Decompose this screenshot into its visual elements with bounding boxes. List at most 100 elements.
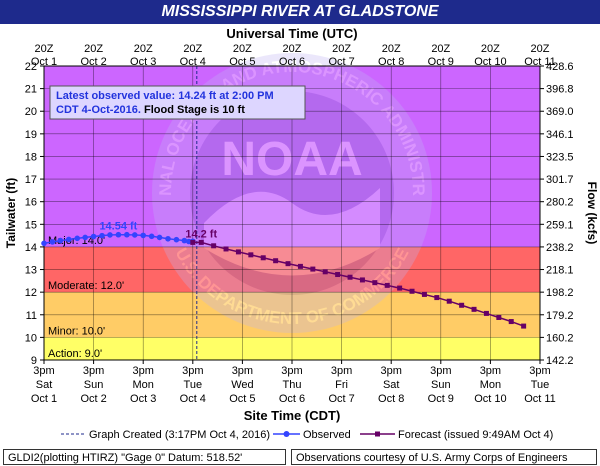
forecast-point <box>434 295 440 301</box>
bottom-tick-time: 3pm <box>430 365 451 377</box>
ytick-label: 12 <box>25 287 37 299</box>
observed-point <box>90 233 97 240</box>
top-tick-time: 20Z <box>332 43 351 55</box>
ytick-label: 13 <box>25 265 37 277</box>
top-tick-time: 20Z <box>531 43 550 55</box>
forecast-point <box>521 323 527 329</box>
y2tick-label: 396.8 <box>546 84 574 96</box>
forecast-point <box>384 282 390 288</box>
observed-point <box>66 236 72 243</box>
y2tick-label: 160.2 <box>546 332 574 344</box>
forecast-point <box>297 263 303 269</box>
top-tick-date: Oct 5 <box>229 56 255 68</box>
observed-point <box>41 240 47 247</box>
bottom-tick-date: Oct 8 <box>378 393 404 405</box>
top-tick-time: 20Z <box>233 43 252 55</box>
bottom-tick-time: 3pm <box>132 365 153 377</box>
ytick-label: 18 <box>25 151 37 163</box>
bottom-tick-day: Mon <box>132 379 153 391</box>
ytick-label: 16 <box>25 197 37 209</box>
bottom-tick-date: Oct 9 <box>428 393 454 405</box>
stage-label-2: Moderate: 12.0' <box>48 280 124 292</box>
bottom-tick-date: Oct 10 <box>474 393 506 405</box>
observations-credit: Observations courtesy of U.S. Army Corps… <box>291 449 597 465</box>
forecast-point <box>409 288 415 294</box>
ytick-label: 11 <box>26 310 37 322</box>
observed-point <box>82 234 88 241</box>
bottom-tick-day: Thu <box>283 379 302 391</box>
y2tick-label: 218.1 <box>546 265 574 277</box>
forecast-point <box>372 280 378 286</box>
top-tick-date: Oct 1 <box>31 56 57 68</box>
y-axis-title: Tailwater (ft) <box>4 178 18 248</box>
bottom-tick-day: Fri <box>335 379 348 391</box>
ytick-label: 21 <box>25 84 37 96</box>
observed-point <box>148 233 155 240</box>
forecast-point <box>211 243 217 249</box>
forecast-point <box>190 239 196 245</box>
top-tick-date: Oct 10 <box>474 56 506 68</box>
observed-point <box>124 231 130 238</box>
legend-forecast-label: Forecast (issued 9:49AM Oct 4) <box>398 429 553 441</box>
y2tick-label: 238.2 <box>546 242 574 254</box>
ytick-label: 19 <box>25 129 37 141</box>
observed-point <box>49 239 56 245</box>
bottom-tick-time: 3pm <box>331 365 352 377</box>
forecast-point <box>459 302 465 308</box>
latest-value-line1: Latest observed value: 14.24 ft at 2:00 … <box>56 90 274 102</box>
y2-axis-title: Flow (kcfs) <box>585 182 599 245</box>
gage-datum-info: GLDI2(plotting HTIRZ) "Gage 0" Datum: 51… <box>3 449 286 465</box>
legend-created-label: Graph Created (3:17PM Oct 4, 2016) <box>89 429 270 441</box>
stage-label-0: Action: 9.0' <box>48 348 102 360</box>
forecast-point <box>359 277 365 283</box>
forecast-point <box>285 261 291 267</box>
top-tick-date: Oct 11 <box>524 56 556 68</box>
y2tick-label: 280.2 <box>546 197 574 209</box>
bottom-tick-date: Oct 5 <box>229 393 255 405</box>
observed-point <box>107 232 113 238</box>
x-axis-title: Site Time (CDT) <box>244 408 341 423</box>
title-bar: MISSISSIPPI RIVER AT GLADSTONE <box>0 0 600 24</box>
observed-point <box>181 237 188 244</box>
top-tick-date: Oct 9 <box>428 56 454 68</box>
bottom-tick-date: Oct 6 <box>279 393 305 405</box>
bottom-tick-time: 3pm <box>33 365 54 377</box>
bottom-tick-time: 3pm <box>529 365 550 377</box>
y2tick-label: 323.5 <box>546 151 574 163</box>
bottom-tick-time: 3pm <box>83 365 104 377</box>
chart-title: MISSISSIPPI RIVER AT GLADSTONE <box>161 3 439 20</box>
observed-point <box>131 232 138 238</box>
top-tick-date: Oct 2 <box>80 56 106 68</box>
y2tick-label: 301.7 <box>546 174 574 186</box>
bottom-tick-time: 3pm <box>232 365 253 377</box>
bottom-tick-date: Oct 1 <box>31 393 57 405</box>
forecast-point <box>310 266 316 272</box>
forecast-point <box>421 291 427 297</box>
bottom-tick-day: Sat <box>36 379 53 391</box>
bottom-tick-time: 3pm <box>182 365 203 377</box>
forecast-point <box>471 306 477 312</box>
forecast-point <box>397 285 403 291</box>
ytick-label: 20 <box>25 106 37 118</box>
y2tick-label: 259.1 <box>546 219 574 231</box>
y2tick-label: 142.2 <box>546 355 574 367</box>
ytick-label: 17 <box>25 174 37 186</box>
forecast-point <box>223 246 229 252</box>
top-tick-date: Oct 7 <box>328 56 354 68</box>
observed-point <box>156 234 163 241</box>
observed-point <box>57 237 64 244</box>
y2tick-label: 179.2 <box>546 310 574 322</box>
bottom-tick-date: Oct 3 <box>130 393 156 405</box>
forecast-point <box>273 258 279 264</box>
forecast-point <box>198 239 204 245</box>
top-tick-date: Oct 8 <box>378 56 404 68</box>
callout-label-0: 14.54 ft <box>99 221 137 233</box>
bottom-tick-date: Oct 7 <box>328 393 354 405</box>
legend-observed-label: Observed <box>303 429 351 441</box>
top-tick-time: 20Z <box>283 43 302 55</box>
y2tick-label: 198.2 <box>546 287 574 299</box>
ytick-label: 22 <box>25 61 37 73</box>
ytick-label: 15 <box>25 219 37 231</box>
callout-label-1: 14.2 ft <box>185 228 217 240</box>
